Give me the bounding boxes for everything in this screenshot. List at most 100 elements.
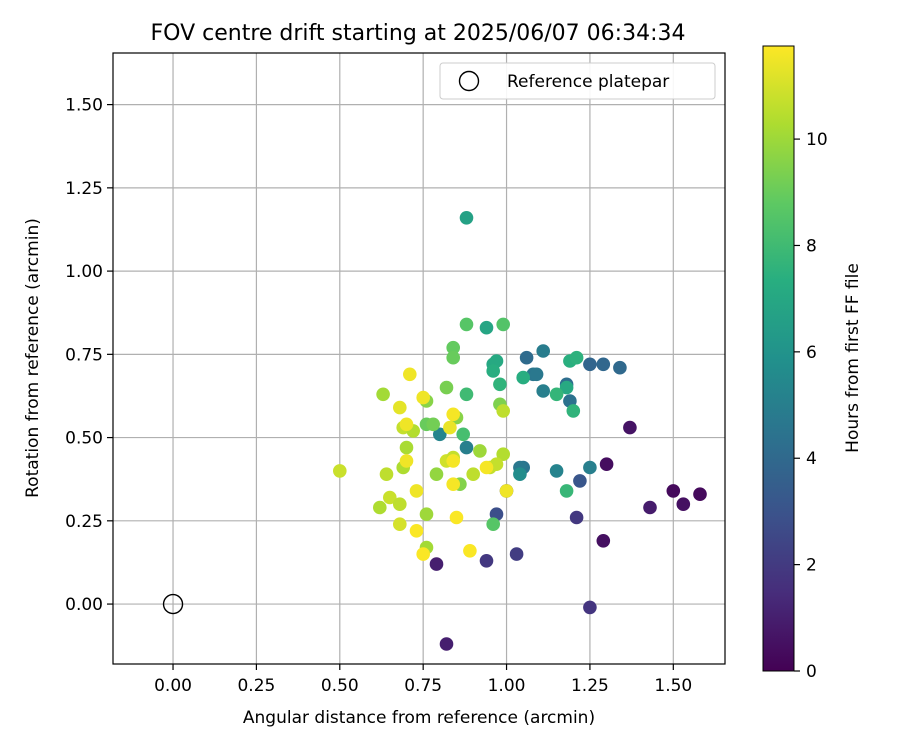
y-tick-label: 1.50 (65, 96, 103, 116)
data-point (569, 510, 584, 525)
data-point (399, 454, 414, 468)
data-point (559, 484, 574, 498)
data-point (499, 484, 514, 498)
data-point (416, 390, 431, 405)
data-point (529, 367, 544, 382)
grid-lines (113, 53, 725, 664)
data-point (516, 370, 530, 385)
data-point (666, 484, 681, 498)
y-axis-ticks: 0.00 0.25 0.50 0.75 1.00 1.25 1.50 (65, 96, 113, 615)
data-point (459, 440, 474, 455)
data-point (496, 404, 511, 418)
data-point (536, 344, 550, 358)
data-point (446, 350, 461, 365)
data-point (569, 350, 584, 365)
x-axis-label: Angular distance from reference (arcmin) (243, 708, 595, 728)
x-tick-label: 0.50 (321, 676, 359, 696)
data-point (513, 467, 527, 482)
data-point (443, 420, 457, 435)
data-point (426, 417, 441, 432)
data-point (599, 457, 614, 472)
y-tick-label: 0.50 (65, 429, 103, 449)
data-point (456, 427, 471, 442)
data-point (596, 357, 611, 372)
data-point (479, 460, 494, 475)
data-point (693, 487, 707, 502)
colorbar: 0 2 4 6 8 10 Hours from first FF file (762, 45, 863, 682)
data-point (583, 460, 597, 475)
x-tick-label: 1.00 (488, 676, 526, 696)
data-point (446, 340, 461, 355)
data-point (403, 367, 417, 382)
data-point (376, 387, 390, 402)
data-point (399, 440, 414, 455)
data-point (409, 484, 424, 498)
data-point (519, 350, 534, 365)
y-axis-label: Rotation from reference (arcmin) (23, 218, 43, 498)
data-point (393, 517, 407, 531)
data-point (493, 377, 507, 392)
data-point (409, 524, 424, 538)
x-axis-ticks: 0.00 0.25 0.50 0.75 1.00 1.25 1.50 (154, 664, 692, 696)
colorbar-tick-label: 6 (806, 343, 817, 363)
y-tick-label: 1.25 (65, 179, 103, 199)
y-tick-label: 0.00 (65, 595, 103, 615)
chart-title: FOV centre drift starting at 2025/06/07 … (151, 21, 686, 46)
data-point (446, 407, 461, 422)
plot-frame (112, 52, 726, 665)
x-tick-label: 1.25 (571, 676, 609, 696)
reference-marker-group (162, 593, 184, 615)
data-point (566, 404, 581, 418)
data-point (549, 387, 564, 402)
data-point (596, 534, 611, 548)
data-point (496, 317, 511, 332)
data-point (509, 547, 524, 561)
colorbar-label: Hours from first FF file (843, 263, 863, 453)
y-tick-label: 1.00 (65, 262, 103, 282)
data-point (383, 490, 397, 505)
legend: Reference platepar (439, 62, 716, 100)
data-point (623, 420, 637, 435)
data-point (333, 464, 347, 478)
data-point (439, 637, 454, 651)
data-point (479, 554, 494, 568)
data-point (486, 364, 501, 378)
data-point (446, 454, 461, 468)
data-point (613, 360, 627, 375)
data-point (559, 380, 574, 395)
data-point (573, 474, 587, 488)
legend-box (439, 62, 716, 100)
colorbar-gradient (762, 45, 795, 672)
data-point (459, 317, 474, 332)
x-tick-label: 0.00 (154, 676, 192, 696)
data-point (433, 427, 447, 442)
data-point (419, 507, 434, 521)
y-tick-label: 0.75 (65, 345, 103, 365)
data-point (583, 600, 597, 615)
data-point (486, 517, 501, 531)
y-tick-label: 0.25 (65, 512, 103, 532)
data-point (459, 387, 474, 402)
data-point (466, 467, 481, 482)
data-point (439, 380, 454, 395)
data-point (429, 467, 444, 482)
data-point (429, 557, 444, 571)
data-points (333, 211, 707, 651)
data-point (479, 320, 494, 335)
legend-label: Reference platepar (507, 72, 669, 92)
colorbar-tick-label: 4 (806, 449, 817, 469)
data-point (373, 500, 387, 515)
legend-reference-marker (458, 70, 480, 92)
colorbar-tick-label: 8 (806, 236, 817, 256)
reference-marker (162, 593, 184, 615)
colorbar-tick-label: 0 (806, 662, 817, 682)
data-point (379, 467, 394, 482)
data-point (583, 357, 597, 372)
data-point (496, 447, 511, 462)
data-point (399, 417, 414, 432)
colorbar-ticks: 0 2 4 6 8 10 (794, 130, 828, 682)
data-point (449, 510, 464, 525)
colorbar-tick-label: 10 (806, 130, 828, 150)
x-tick-label: 0.25 (237, 676, 275, 696)
